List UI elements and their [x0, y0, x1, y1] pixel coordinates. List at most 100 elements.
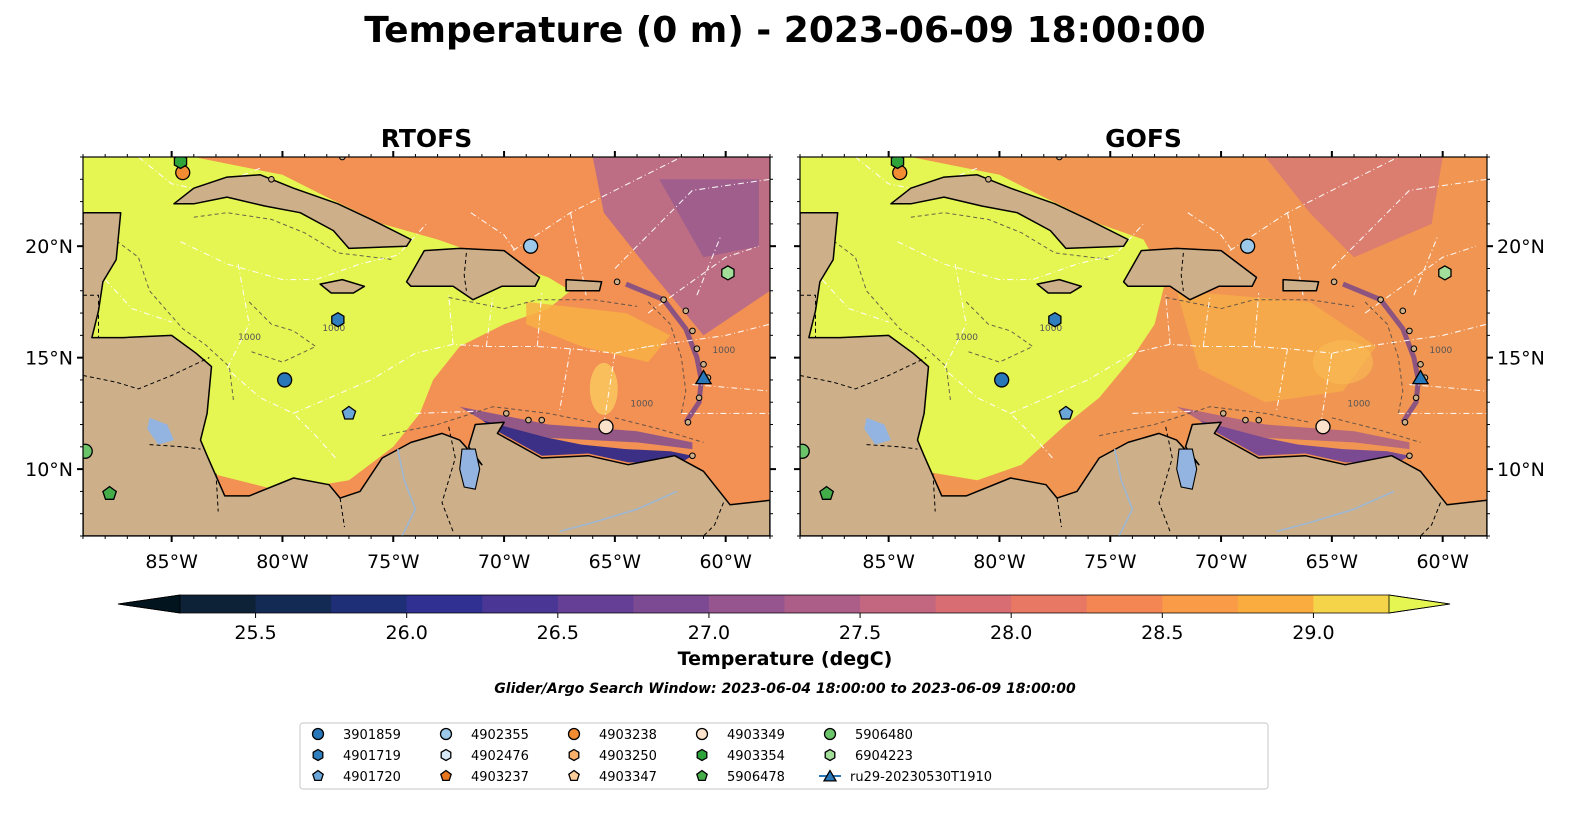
lat-tick-label: 20°N	[1497, 236, 1545, 258]
eez-boundary	[1132, 410, 1195, 414]
legend-marker-4903349	[695, 727, 709, 741]
colorbar-segment	[1237, 595, 1315, 613]
depth-contour	[810, 223, 952, 403]
observation-5906478	[102, 485, 118, 500]
country-border	[800, 357, 927, 390]
upwelling-edge	[1176, 406, 1410, 450]
country-border	[215, 473, 219, 512]
eez-boundary	[821, 279, 889, 323]
colorbar-segment	[406, 595, 483, 613]
eez-boundary	[1187, 212, 1233, 251]
lon-tick-label: 80°W	[973, 551, 1026, 573]
colorbar: 25.5 26.0 26.5 27.0 27.5 28.0 28.5 29.0	[117, 594, 1451, 644]
small-island	[525, 416, 532, 424]
lon-tick-label: 70°W	[478, 551, 531, 573]
small-island	[689, 452, 696, 460]
eez-boundary	[226, 263, 337, 459]
depth-contour-label: 1000	[630, 400, 653, 410]
land-jamaica	[319, 278, 366, 294]
observation-4903349	[598, 419, 614, 435]
lon-tick-label: 70°W	[1195, 551, 1248, 573]
eez-boundary	[470, 212, 516, 251]
observation-ru29-20230530T1910	[1411, 369, 1430, 385]
river	[1276, 490, 1395, 533]
eez-boundary	[1202, 295, 1211, 347]
small-island	[1401, 419, 1409, 426]
eez-boundary	[1275, 348, 1289, 412]
depth-contour	[1165, 297, 1355, 310]
colorbar-tick-label: 25.5	[234, 622, 276, 644]
small-island	[1417, 361, 1424, 368]
eez-boundary	[648, 323, 770, 348]
river	[396, 448, 417, 536]
lake-nicaragua	[864, 417, 891, 445]
legend-label: 5906480	[855, 728, 913, 743]
legend-marker-6904223	[824, 748, 836, 762]
legend-label: 4903237	[471, 770, 529, 785]
colorbar-segment	[180, 595, 257, 613]
legend-label: 4901719	[343, 749, 401, 764]
land-hispaniola	[405, 247, 541, 301]
lake-maracaibo	[1176, 448, 1198, 490]
upwelling-edge	[459, 406, 693, 450]
legend-marker-4903238	[567, 727, 581, 741]
map-frame	[799, 156, 1488, 537]
land-hispaniola	[1122, 247, 1258, 301]
lat-tick-label: 10°N	[1497, 459, 1545, 481]
panel-title-rtofs: RTOFS	[381, 124, 473, 153]
small-island	[660, 296, 667, 303]
panel-title-gofs: GOFS	[1105, 124, 1182, 153]
small-island	[1410, 345, 1418, 353]
lake-nicaragua	[147, 417, 174, 445]
eez-boundary	[512, 157, 682, 252]
colorbar-segment	[633, 595, 710, 613]
observation-6904223	[721, 265, 735, 281]
lon-tick-label: 85°W	[145, 551, 198, 573]
legend-label: ru29-20230530T1910	[850, 770, 992, 785]
upwelling-strip	[481, 420, 693, 463]
eez-boundary	[415, 410, 478, 414]
small-island	[700, 361, 707, 368]
lat-tick-label: 15°N	[25, 348, 73, 370]
small-island	[1242, 416, 1249, 424]
upwelling-strip	[1198, 420, 1410, 463]
small-island	[1055, 157, 1063, 161]
small-island	[613, 278, 621, 286]
land-central-south-america	[800, 211, 1487, 536]
depth-contour-label: 1000	[1039, 324, 1062, 334]
map-panel-rtofs: 1000100010001000100085°W80°W75°W70°W65°W…	[25, 124, 776, 573]
lat-tick-label: 15°N	[1497, 348, 1545, 370]
colorbar-tick-label: 27.5	[839, 622, 881, 644]
observation-5906478	[819, 485, 835, 500]
depth-contour-label: 1000	[1429, 346, 1452, 356]
eez-boundary	[1253, 292, 1260, 347]
country-border	[1420, 502, 1441, 536]
small-island	[502, 410, 510, 417]
small-island	[1406, 452, 1413, 460]
eez-boundary	[1413, 234, 1439, 296]
lon-tick-label: 65°W	[1306, 551, 1359, 573]
small-island	[682, 307, 690, 315]
legend: 3901859 4901719 4901720 4902355 4902476 49032…	[299, 722, 1269, 790]
eez-boundary	[1365, 323, 1487, 348]
depth-contour-label: 1000	[238, 333, 261, 343]
observation-4901719	[1048, 311, 1062, 328]
legend-label: 3901859	[343, 728, 401, 743]
legend-label: 4902476	[471, 749, 529, 764]
depth-contour	[1099, 406, 1310, 437]
colorbar-segment	[784, 595, 861, 613]
small-island	[1330, 278, 1338, 286]
legend-label: 4901720	[343, 770, 401, 785]
colorbar-tick-label: 29.0	[1292, 622, 1334, 644]
depth-contour	[193, 212, 394, 261]
country-border	[339, 498, 345, 528]
eez-boundary	[485, 295, 494, 347]
map-frame	[82, 156, 771, 537]
colorbar-segment	[1162, 595, 1239, 613]
small-island	[684, 419, 692, 426]
observation-3901859	[994, 372, 1010, 388]
observation-4901719	[331, 311, 345, 328]
colorbar-segment	[255, 595, 332, 613]
eez-boundary	[647, 245, 760, 314]
colorbar-segment	[1011, 595, 1088, 613]
